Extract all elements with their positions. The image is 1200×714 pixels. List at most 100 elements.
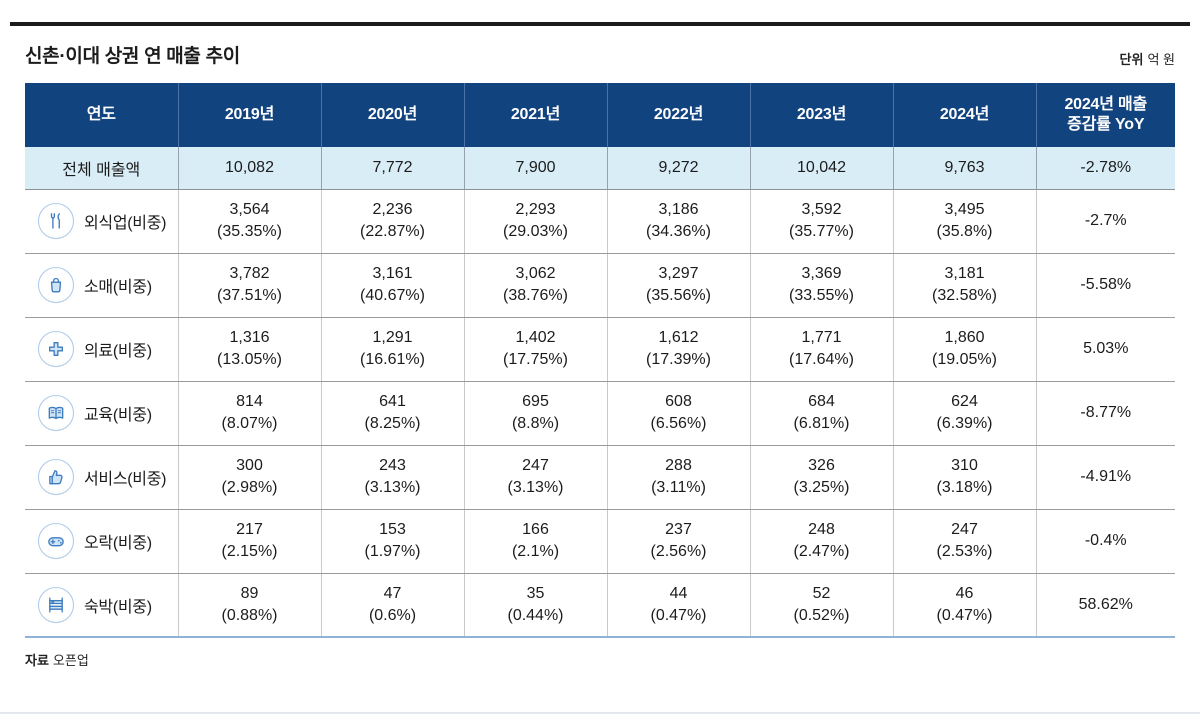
value-cell: 2,293 (29.03%): [464, 189, 608, 254]
cell-share: (0.88%): [221, 606, 278, 624]
row-label: 소매(비중): [84, 279, 152, 296]
cell-value: 1,612: [658, 328, 699, 346]
cell-share: (32.58%): [932, 287, 997, 304]
cell-value: 1,291: [372, 328, 413, 346]
total-value: 9,763: [893, 147, 1037, 190]
table-row: 소매(비중) 3,782 (37.51%) 3,161 (40.67%) 3,062…: [25, 253, 1175, 318]
cell-share: (0.47%): [650, 606, 707, 624]
cell-share: (8.07%): [221, 415, 278, 432]
value-cell: 814 (8.07%): [178, 381, 322, 446]
cell-share: (0.52%): [793, 606, 850, 624]
value-cell: 1,291 (16.61%): [321, 317, 465, 382]
cell-share: (33.55%): [789, 287, 854, 304]
shopping-bag-icon: [38, 267, 74, 303]
cell-share: (3.11%): [651, 479, 706, 496]
cell-value: 247: [951, 520, 978, 538]
cell-share: (19.05%): [932, 351, 997, 368]
cell-share: (40.67%): [360, 287, 425, 304]
column-header-year: 2024년: [893, 83, 1037, 147]
yoy-cell: -2.7%: [1036, 189, 1175, 254]
value-cell: 153 (1.97%): [321, 509, 465, 574]
unit-label: 단위: [1119, 52, 1144, 67]
value-cell: 166 (2.1%): [464, 509, 608, 574]
yoy-header-line2: 증감률 YoY: [1067, 116, 1145, 133]
row-label: 외식업(비중): [84, 215, 167, 232]
total-row: 전체 매출액 10,082 7,772 7,900 9,272 10,042 9…: [25, 147, 1175, 190]
cell-value: 1,316: [229, 328, 270, 346]
cell-value: 166: [522, 520, 549, 538]
table-header: 연도 2019년 2020년 2021년 2022년 2023년 2024년 2…: [25, 83, 1175, 147]
value-cell: 3,782 (37.51%): [178, 253, 322, 318]
yoy-cell: -0.4%: [1036, 509, 1175, 574]
cell-value: 237: [665, 520, 692, 538]
value-cell: 3,186 (34.36%): [607, 189, 751, 254]
cell-value: 608: [665, 392, 692, 410]
cell-value: 288: [665, 456, 692, 474]
cell-value: 2,236: [372, 200, 413, 218]
value-cell: 3,592 (35.77%): [750, 189, 894, 254]
value-cell: 52 (0.52%): [750, 573, 894, 637]
cell-value: 1,402: [515, 328, 556, 346]
value-cell: 641 (8.25%): [321, 381, 465, 446]
cell-share: (2.1%): [511, 543, 560, 560]
value-cell: 624 (6.39%): [893, 381, 1037, 446]
column-header-yoy: 2024년 매출 증감률 YoY: [1036, 83, 1175, 147]
yoy-cell: 58.62%: [1036, 573, 1175, 637]
table-row: 외식업(비중) 3,564 (35.35%) 2,236 (22.87%) 2,29…: [25, 189, 1175, 254]
cell-share: (1.97%): [364, 543, 421, 560]
row-label: 의료(비중): [84, 343, 152, 360]
cell-share: (17.39%): [646, 351, 711, 368]
cell-value: 52: [812, 584, 831, 602]
total-yoy: -2.78%: [1036, 147, 1175, 190]
value-cell: 247 (2.53%): [893, 509, 1037, 574]
yoy-cell: -4.91%: [1036, 445, 1175, 510]
cell-share: (6.39%): [936, 415, 993, 432]
medical-cross-icon: [38, 331, 74, 367]
column-header-year: 2023년: [750, 83, 894, 147]
value-cell: 3,062 (38.76%): [464, 253, 608, 318]
value-cell: 3,161 (40.67%): [321, 253, 465, 318]
sales-table: 연도 2019년 2020년 2021년 2022년 2023년 2024년 2…: [25, 83, 1175, 638]
cell-value: 326: [808, 456, 835, 474]
column-header-year: 2022년: [607, 83, 751, 147]
cell-share: (3.13%): [364, 479, 421, 496]
cell-share: (29.03%): [503, 223, 568, 240]
cell-value: 814: [236, 392, 263, 410]
cell-value: 35: [526, 584, 545, 602]
value-cell: 237 (2.56%): [607, 509, 751, 574]
row-label: 오락(비중): [84, 535, 152, 552]
source-label: 자료: [25, 653, 49, 668]
total-row-label: 전체 매출액: [25, 147, 179, 190]
total-value: 10,082: [178, 147, 322, 190]
gamepad-icon: [38, 523, 74, 559]
unit-value: 억 원: [1147, 52, 1175, 67]
cell-share: (35.77%): [789, 223, 854, 240]
cell-value: 1,771: [801, 328, 842, 346]
value-cell: 1,612 (17.39%): [607, 317, 751, 382]
cell-value: 300: [236, 456, 263, 474]
cell-share: (0.44%): [507, 606, 564, 624]
cell-value: 3,161: [372, 264, 413, 282]
cell-value: 1,860: [944, 328, 985, 346]
cell-value: 3,181: [944, 264, 985, 282]
open-book-icon: [38, 395, 74, 431]
cell-share: (35.8%): [936, 223, 993, 240]
yoy-cell: -5.58%: [1036, 253, 1175, 318]
value-cell: 46 (0.47%): [893, 573, 1037, 637]
total-value: 7,772: [321, 147, 465, 190]
value-cell: 608 (6.56%): [607, 381, 751, 446]
value-cell: 3,369 (33.55%): [750, 253, 894, 318]
column-header-category: 연도: [25, 83, 179, 147]
cell-value: 3,297: [658, 264, 699, 282]
cell-value: 695: [522, 392, 549, 410]
cell-value: 3,782: [229, 264, 270, 282]
cell-value: 3,062: [515, 264, 556, 282]
value-cell: 3,564 (35.35%): [178, 189, 322, 254]
cell-value: 217: [236, 520, 263, 538]
cell-share: (0.6%): [368, 606, 417, 624]
row-label: 교육(비중): [84, 407, 152, 424]
value-cell: 684 (6.81%): [750, 381, 894, 446]
utensils-icon: [38, 203, 74, 239]
table-row: 의료(비중) 1,316 (13.05%) 1,291 (16.61%) 1,402…: [25, 317, 1175, 382]
row-label: 숙박(비중): [84, 598, 152, 616]
